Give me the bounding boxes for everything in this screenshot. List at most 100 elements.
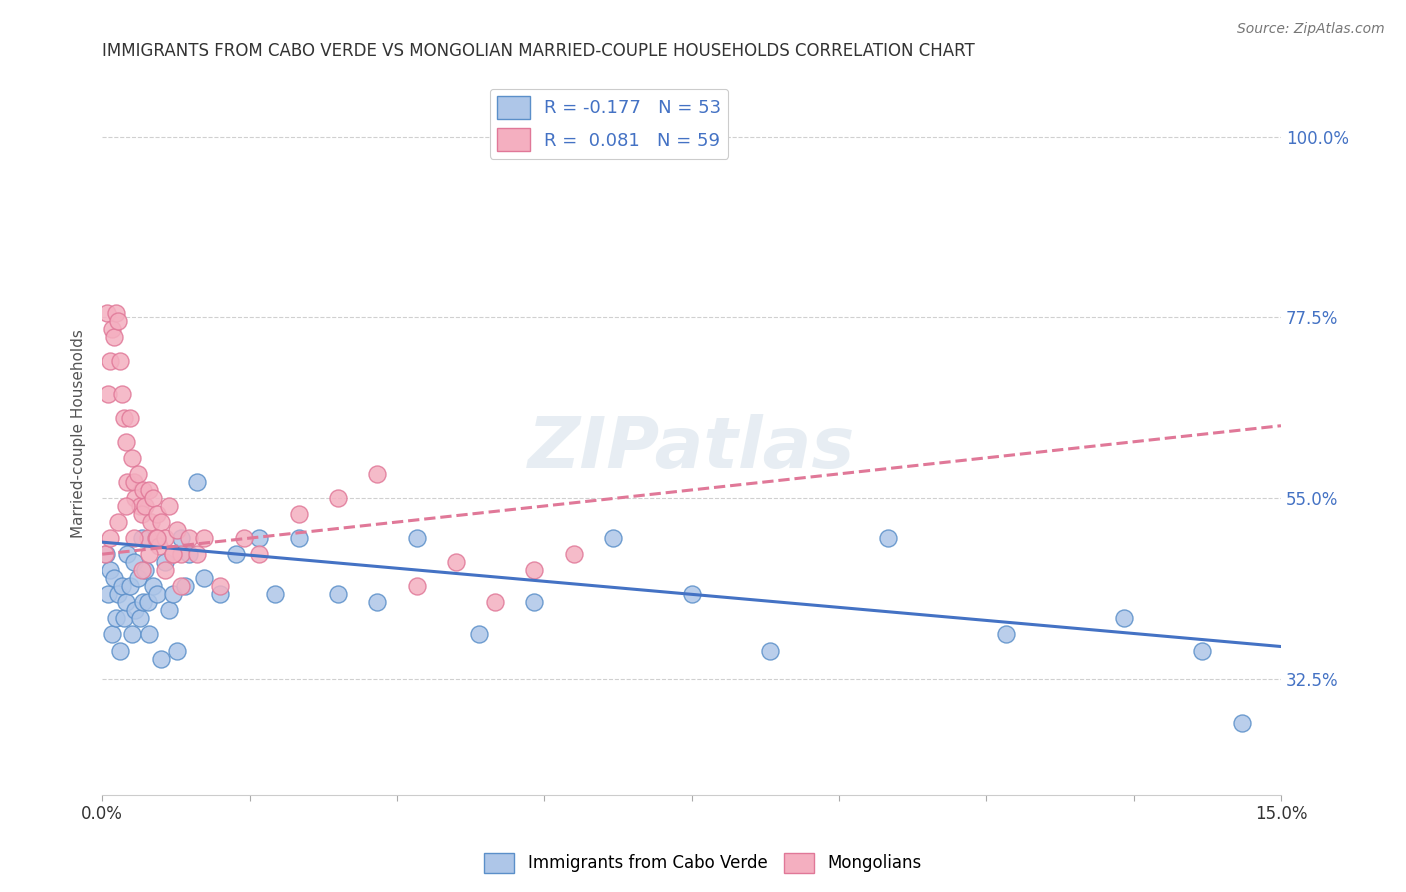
Point (759, 643, 782, 657)
Point (108, 354, 131, 368)
Point (153, 531, 176, 545)
Point (247, 531, 270, 545)
Point (523, 595, 546, 609)
Point (94, 547, 117, 561)
Point (136, 531, 159, 545)
Point (117, 475, 139, 489)
Point (121, 450, 143, 465)
Point (484, 595, 506, 609)
Point (157, 499, 180, 513)
Point (93, 547, 115, 561)
Point (100, 627, 122, 641)
Point (405, 531, 427, 545)
Point (166, 643, 188, 657)
Point (366, 467, 388, 481)
Point (136, 595, 159, 609)
Point (326, 587, 349, 601)
Point (122, 475, 145, 489)
Point (117, 547, 139, 561)
Point (138, 547, 160, 561)
Point (129, 499, 152, 513)
Point (114, 434, 136, 449)
Point (118, 410, 141, 425)
Point (247, 547, 270, 561)
Point (134, 499, 156, 513)
Point (105, 306, 128, 320)
Point (114, 595, 136, 609)
Point (131, 563, 153, 577)
Point (121, 627, 143, 641)
Point (122, 555, 145, 569)
Point (129, 611, 152, 625)
Point (146, 587, 169, 601)
Point (97, 587, 120, 601)
Point (103, 330, 125, 344)
Point (468, 627, 491, 641)
Point (264, 587, 287, 601)
Point (142, 579, 165, 593)
Point (138, 627, 160, 641)
Point (1230, 715, 1253, 730)
Point (170, 547, 193, 561)
Point (148, 539, 170, 553)
Point (132, 483, 155, 497)
Point (166, 523, 188, 537)
Point (170, 579, 193, 593)
Point (139, 515, 162, 529)
Point (114, 499, 136, 513)
Text: IMMIGRANTS FROM CABO VERDE VS MONGOLIAN MARRIED-COUPLE HOUSEHOLDS CORRELATION CH: IMMIGRANTS FROM CABO VERDE VS MONGOLIAN … (103, 42, 974, 60)
Point (118, 579, 141, 593)
Point (523, 563, 546, 577)
Point (146, 531, 169, 545)
Point (146, 507, 169, 521)
Point (153, 563, 176, 577)
Point (173, 579, 195, 593)
Point (98, 531, 121, 545)
Point (562, 547, 585, 561)
Point (127, 571, 149, 585)
Point (444, 555, 467, 569)
Point (111, 579, 134, 593)
Point (162, 547, 184, 561)
Point (177, 531, 200, 545)
Point (107, 314, 129, 328)
Point (112, 611, 135, 625)
Text: ZIPatlas: ZIPatlas (527, 414, 855, 483)
Point (97, 386, 120, 401)
Point (287, 507, 309, 521)
Point (145, 531, 167, 545)
Point (209, 579, 232, 593)
Point (105, 611, 128, 625)
Point (98, 354, 121, 368)
Point (994, 627, 1017, 641)
Point (122, 531, 145, 545)
Point (326, 491, 349, 505)
Point (112, 410, 135, 425)
Point (107, 587, 129, 601)
Point (142, 491, 165, 505)
Legend: R = -0.177   N = 53, R =  0.081   N = 59: R = -0.177 N = 53, R = 0.081 N = 59 (489, 88, 728, 159)
Point (405, 579, 427, 593)
Point (232, 531, 254, 545)
Point (131, 507, 153, 521)
Point (193, 571, 215, 585)
Legend: Immigrants from Cabo Verde, Mongolians: Immigrants from Cabo Verde, Mongolians (478, 847, 928, 880)
Point (138, 483, 160, 497)
Y-axis label: Married-couple Households: Married-couple Households (72, 329, 86, 538)
Point (209, 587, 232, 601)
Point (186, 547, 208, 561)
Point (150, 515, 173, 529)
Point (193, 531, 215, 545)
Point (877, 531, 900, 545)
Point (150, 651, 173, 665)
Point (225, 547, 247, 561)
Point (132, 595, 155, 609)
Point (287, 531, 309, 545)
Point (153, 555, 176, 569)
Text: Source: ZipAtlas.com: Source: ZipAtlas.com (1237, 22, 1385, 37)
Point (107, 515, 129, 529)
Point (124, 491, 146, 505)
Point (100, 322, 122, 336)
Point (186, 475, 208, 489)
Point (124, 603, 146, 617)
